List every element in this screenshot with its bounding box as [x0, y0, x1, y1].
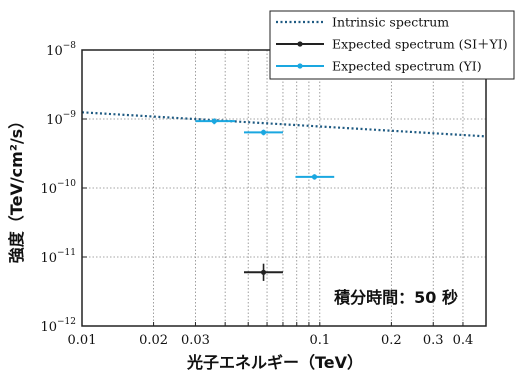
data-point: [243, 263, 283, 281]
data-point: [243, 129, 283, 136]
x-tick-label: 0.03: [181, 333, 210, 348]
data-point: [295, 174, 335, 180]
point-marker: [260, 129, 267, 135]
legend-swatch-marker: [297, 41, 303, 47]
legend-label: Expected spectrum (YI): [332, 59, 482, 74]
y-tick-label: 10−10: [40, 179, 76, 197]
integration-time-note: 積分時間：50 秒: [333, 288, 458, 307]
intrinsic-spectrum-line: [81, 111, 487, 138]
x-axis-label: 光子エネルギー（TeV）: [186, 353, 363, 372]
point-marker: [211, 118, 217, 124]
y-tick-label: 10−12: [40, 317, 76, 335]
x-tick-label: 0.1: [309, 333, 330, 348]
y-axis-label: 強度（TeV/cm²/s）: [7, 113, 26, 263]
legend-label: Intrinsic spectrum: [332, 15, 449, 30]
grid-lines: [81, 49, 487, 327]
y-tick-label: 10−9: [46, 110, 76, 128]
x-tick-label: 0.4: [453, 333, 474, 348]
legend-label: Expected spectrum (SI＋YI): [332, 37, 508, 52]
x-tick-label: 0.3: [423, 333, 444, 348]
series-layer: [81, 111, 487, 281]
axis-ticks: 10−12 10−11 10−10 10−9 10−8 0.01 0.02 0.03 0.1 0.…: [40, 41, 487, 348]
x-tick-label: 0.02: [139, 333, 168, 348]
point-marker: [311, 174, 318, 180]
legend: Intrinsic spectrum Expected spectrum (SI＋…: [269, 10, 515, 80]
y-tick-label: 10−8: [46, 41, 76, 59]
point-marker: [260, 269, 267, 275]
x-tick-label: 0.2: [381, 333, 402, 348]
y-tick-label: 10−11: [40, 248, 76, 266]
x-tick-label: 0.01: [68, 333, 97, 348]
legend-swatch-marker: [297, 63, 303, 69]
data-point: [195, 118, 236, 125]
